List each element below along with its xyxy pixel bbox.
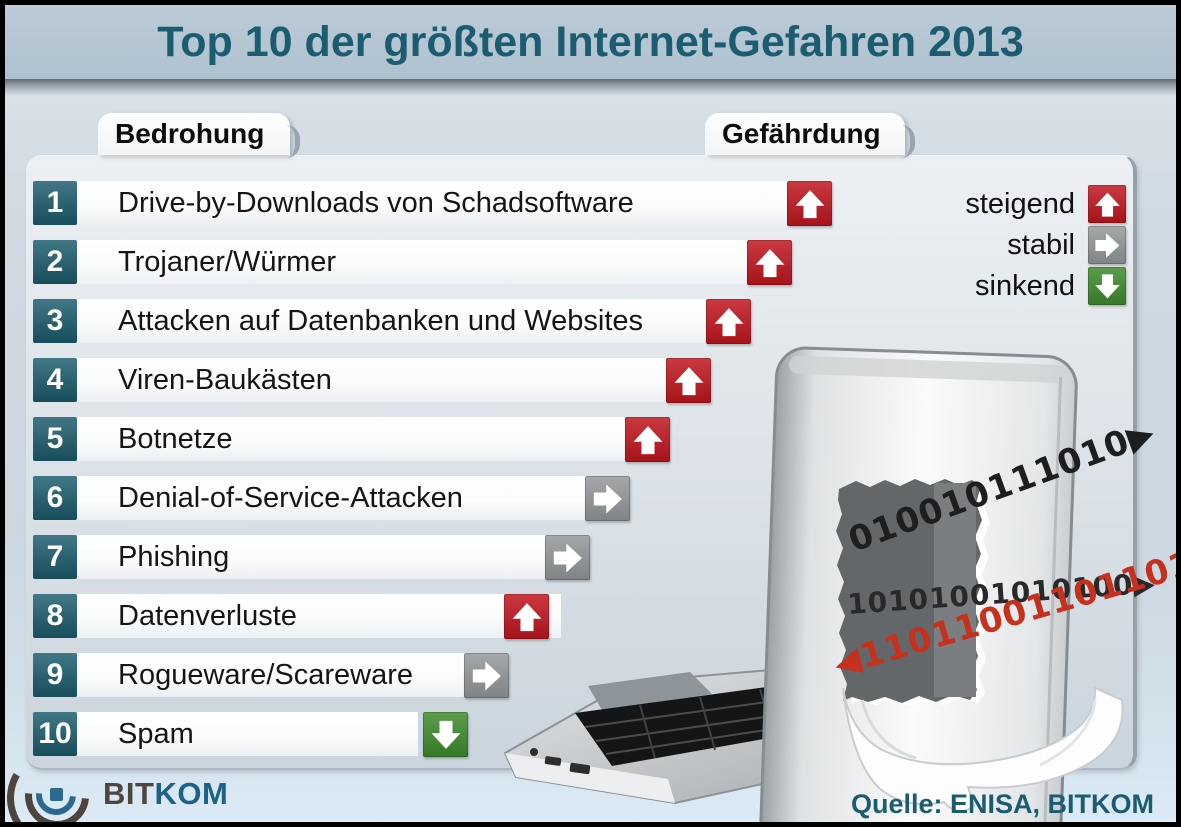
table-row: 3 Attacken auf Datenbanken und Websites — [33, 299, 751, 344]
title-band: Top 10 der größten Internet-Gefahren 201… — [5, 5, 1176, 79]
legend-arrow-up-icon — [1088, 185, 1126, 223]
trend-arrow-stable-icon — [585, 476, 630, 521]
threat-bar: Phishing — [77, 535, 590, 579]
threat-bar: Trojaner/Würmer — [77, 240, 792, 284]
legend-item: sinkend — [850, 267, 1126, 305]
logo-text: BITKOM — [103, 776, 228, 812]
rank-badge: 9 — [33, 653, 77, 697]
threat-bar: Spam — [77, 712, 418, 756]
threat-label: Spam — [118, 718, 194, 750]
legend-label: stabil — [1007, 229, 1075, 261]
threat-label: Rogueware/Scareware — [118, 659, 413, 691]
legend-arrow-stable-icon — [1088, 226, 1126, 264]
trend-legend: steigend stabil sinkend — [850, 185, 1126, 308]
table-row: 8 Datenverluste — [33, 594, 561, 639]
legend-item: stabil — [850, 226, 1126, 264]
table-row: 4 Viren-Baukästen — [33, 358, 711, 403]
trend-arrow-stable-icon — [545, 535, 590, 580]
table-row: 1 Drive-by-Downloads von Schadsoftware — [33, 181, 832, 226]
column-header-gefaehrdung: Gefährdung — [705, 113, 915, 158]
source-credit: Quelle: ENISA, BITKOM — [850, 789, 1154, 819]
threat-label: Trojaner/Würmer — [118, 246, 337, 278]
table-row: 6 Denial-of-Service-Attacken — [33, 476, 630, 521]
threat-label: Denial-of-Service-Attacken — [118, 482, 463, 514]
legend-label: steigend — [965, 188, 1075, 220]
rank-badge: 6 — [33, 476, 77, 520]
threat-label: Drive-by-Downloads von Schadsoftware — [118, 187, 634, 219]
table-row: 5 Botnetze — [33, 417, 670, 462]
threat-label: Phishing — [118, 541, 230, 573]
threat-label: Attacken auf Datenbanken und Websites — [118, 305, 644, 337]
trend-arrow-up-icon — [747, 240, 792, 285]
table-row: 2 Trojaner/Würmer — [33, 240, 792, 285]
logo-text-kom: KOM — [154, 776, 229, 811]
threat-bar: Drive-by-Downloads von Schadsoftware — [77, 181, 832, 225]
legend-item: steigend — [850, 185, 1126, 223]
threat-bar: Rogueware/Scareware — [77, 653, 509, 697]
trend-arrow-up-icon — [787, 181, 832, 226]
trend-arrow-up-icon — [625, 417, 670, 462]
logo-text-bit: BIT — [103, 776, 155, 811]
threat-bar: Botnetze — [77, 417, 670, 461]
logo-square-icon — [50, 788, 63, 801]
table-row: 10 Spam — [33, 712, 468, 757]
threat-bar: Datenverluste — [77, 594, 561, 638]
table-row: 7 Phishing — [33, 535, 590, 580]
trend-arrow-up-icon — [666, 358, 711, 403]
table-row: 9 Rogueware/Scareware — [33, 653, 509, 698]
rank-badge: 10 — [33, 712, 77, 756]
column-header-label: Gefährdung — [722, 118, 881, 149]
page-title: Top 10 der größten Internet-Gefahren 201… — [157, 17, 1024, 66]
canvas: Top 10 der größten Internet-Gefahren 201… — [5, 5, 1176, 822]
rank-badge: 7 — [33, 535, 77, 579]
legend-label: sinkend — [975, 270, 1075, 302]
threat-bar: Denial-of-Service-Attacken — [77, 476, 630, 520]
column-header-label: Bedrohung — [115, 118, 265, 149]
threat-label: Botnetze — [118, 423, 233, 455]
trend-arrow-up-icon — [504, 594, 549, 639]
trend-arrow-down-icon — [423, 712, 468, 757]
title-band-shadow — [5, 79, 1176, 96]
column-header-bedrohung: Bedrohung — [98, 113, 300, 158]
rank-badge: 1 — [33, 181, 77, 225]
trend-arrow-stable-icon — [464, 653, 509, 698]
legend-arrow-down-icon — [1088, 267, 1126, 305]
rank-badge: 2 — [33, 240, 77, 284]
threat-label: Viren-Baukästen — [118, 364, 332, 396]
bitkom-logo: BITKOM — [5, 736, 257, 822]
threat-label: Datenverluste — [118, 600, 297, 632]
rank-badge: 5 — [33, 417, 77, 461]
trend-arrow-up-icon — [706, 299, 751, 344]
rank-badge: 8 — [33, 594, 77, 638]
threat-bar: Attacken auf Datenbanken und Websites — [77, 299, 751, 343]
rank-badge: 3 — [33, 299, 77, 343]
threat-bar: Viren-Baukästen — [77, 358, 711, 402]
rank-badge: 4 — [33, 358, 77, 402]
